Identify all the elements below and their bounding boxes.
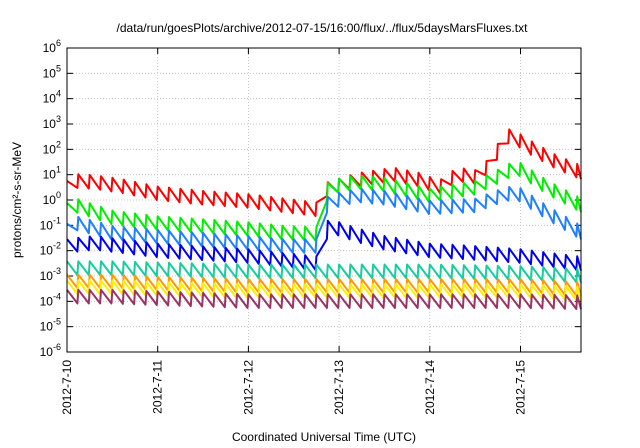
plot-frame <box>66 47 582 353</box>
series-line-2 <box>66 185 582 254</box>
grid-lines <box>66 47 581 353</box>
x-axis-label: Coordinated Universal Time (UTC) <box>232 430 416 444</box>
y-tick-label: 105 <box>43 63 61 80</box>
y-axis-label: protons/cm²-s-sr-MeV <box>10 142 24 258</box>
y-tick-label: 102 <box>43 139 61 156</box>
y-tick-label: 100 <box>43 190 61 207</box>
series-lines <box>66 128 582 310</box>
y-tick-label: 10-6 <box>40 342 61 359</box>
series-line-1 <box>66 162 582 242</box>
y-tick-label: 101 <box>43 165 61 182</box>
x-tick-label: 2012-7-15 <box>514 360 528 415</box>
y-tick-labels: 10-6 10-5 10-4 10-3 10-2 10-1 100 101 102 103 104 1… <box>40 38 61 359</box>
x-tick-label: 2012-7-12 <box>241 360 255 415</box>
x-tick-label: 2012-7-10 <box>60 360 74 415</box>
y-tick-label: 10-2 <box>40 241 61 258</box>
y-tick-label: 10-3 <box>40 266 61 283</box>
x-tick-labels: 2012-7-10 2012-7-11 2012-7-12 2012-7-13 2012… <box>60 360 528 415</box>
y-tick-label: 10-5 <box>40 317 61 334</box>
series-line-7 <box>66 288 582 310</box>
x-tick-label: 2012-7-13 <box>332 360 346 415</box>
y-tick-label: 10-4 <box>40 291 61 308</box>
y-tick-label: 106 <box>43 38 61 55</box>
y-tick-label: 103 <box>43 114 61 131</box>
y-tick-label: 104 <box>43 89 61 106</box>
y-tick-label: 10-1 <box>40 215 61 232</box>
series-line-3 <box>66 219 582 271</box>
x-tick-label: 2012-7-11 <box>151 360 165 414</box>
x-tick-label: 2012-7-14 <box>423 360 437 415</box>
chart-title: /data/run/goesPlots/archive/2012-07-15/1… <box>117 21 529 35</box>
series-line-0 <box>66 128 582 217</box>
series-line-4 <box>66 260 582 284</box>
